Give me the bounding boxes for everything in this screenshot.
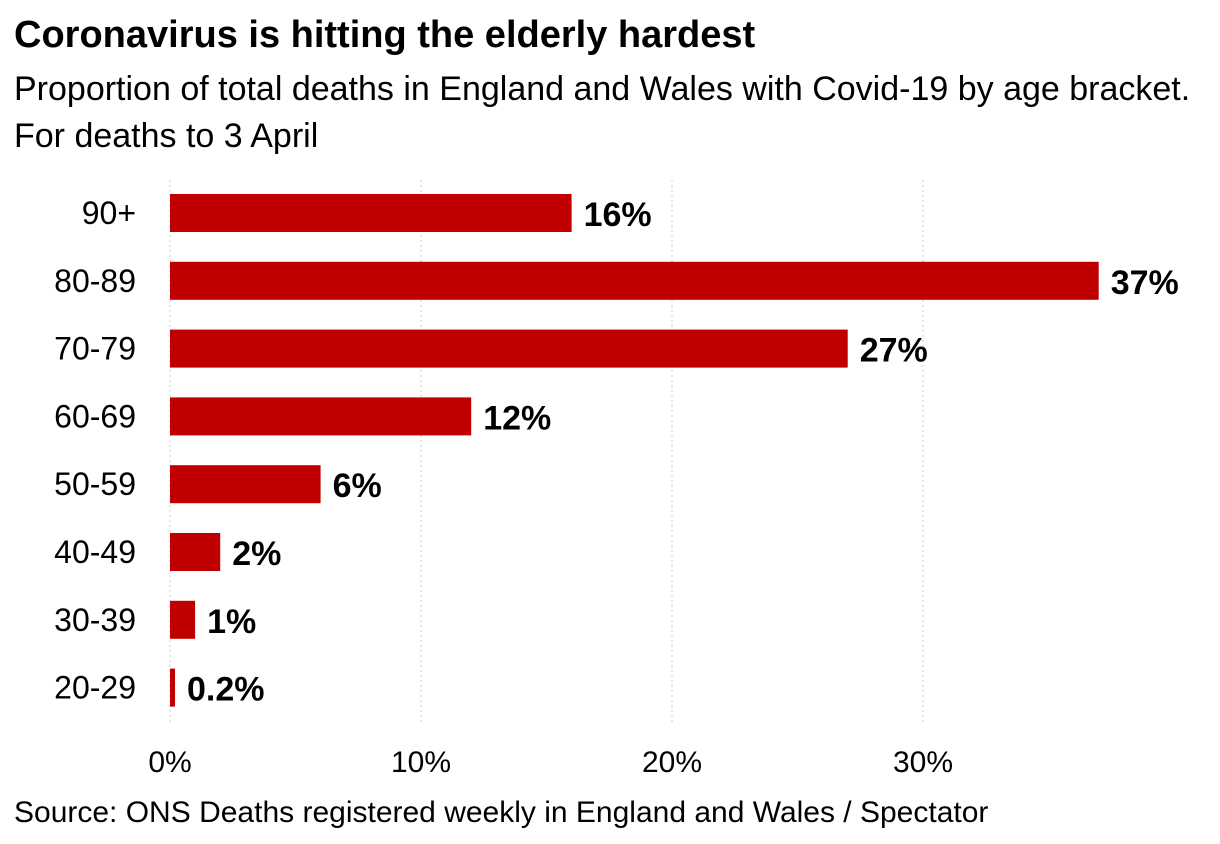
value-label: 12% [483, 399, 551, 437]
value-label: 2% [232, 535, 281, 573]
x-tick-label: 10% [391, 746, 451, 779]
category-label: 20-29 [54, 670, 136, 706]
category-label: 40-49 [54, 534, 136, 570]
value-label: 37% [1111, 264, 1179, 302]
bars [170, 194, 1099, 707]
value-label: 16% [584, 196, 652, 234]
chart-subtitle: Proportion of total deaths in England an… [14, 70, 1191, 155]
bar-60-69 [170, 397, 472, 436]
bar-80-89 [170, 261, 1099, 300]
category-label: 30-39 [54, 602, 136, 638]
category-label: 90+ [82, 195, 136, 231]
bar-70-79 [170, 329, 848, 368]
bar-30-39 [170, 600, 196, 639]
category-label: 60-69 [54, 398, 136, 434]
source-note: Source: ONS Deaths registered weekly in … [14, 796, 989, 829]
value-label: 6% [333, 467, 382, 505]
bar-40-49 [170, 533, 221, 571]
x-tick-label: 30% [893, 746, 953, 779]
gridlines [169, 180, 924, 722]
value-label: 0.2% [187, 671, 265, 709]
value-label: 1% [207, 603, 256, 641]
bar-90plus [170, 194, 572, 232]
bar-20-29 [170, 668, 176, 707]
category-label: 80-89 [54, 263, 136, 299]
bar-50-59 [170, 465, 321, 504]
value-label: 27% [860, 332, 928, 370]
chart-title: Coronavirus is hitting the elderly harde… [14, 14, 756, 56]
category-label: 70-79 [54, 331, 136, 367]
x-tick-label: 20% [642, 746, 702, 779]
x-tick-label: 0% [148, 746, 191, 779]
category-label: 50-59 [54, 466, 136, 502]
labels: 0% 10% 20% 30% 90+ 16% 80-89 37% 70-79 27% 60-69 12… [54, 195, 1179, 779]
